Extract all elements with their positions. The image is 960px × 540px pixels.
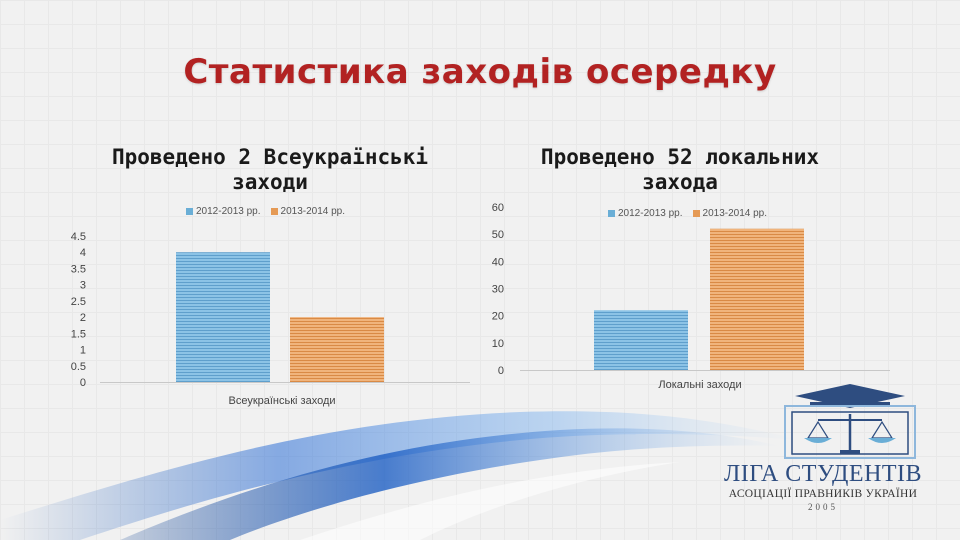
left-category-label: Всеукраїнські заходи <box>228 395 335 407</box>
legend-item-2013: 2013-2014 рр. <box>692 208 768 219</box>
legend-swatch-2013 <box>692 210 700 217</box>
legend-swatch-2012 <box>608 210 615 217</box>
logo-year: 2005 <box>808 502 838 512</box>
legend-label-2012: 2012-2013 рр. <box>196 206 261 217</box>
right-y-tick-label: 0 <box>498 365 504 377</box>
left-y-tick-label: 4.5 <box>71 231 86 243</box>
right-chart-title-line1: Проведено 52 локальних <box>540 145 820 169</box>
left-y-tick-label: 2.5 <box>71 296 86 308</box>
right-chart-title: Проведено 52 локальних захода <box>470 145 890 195</box>
left-y-tick-label: 2 <box>80 312 86 324</box>
legend-label-2013: 2013-2014 рр. <box>280 206 346 217</box>
logo-subtitle: АСОЦІАЦІЇ ПРАВНИКІВ УКРАЇНИ <box>728 488 918 500</box>
scales-of-justice-icon <box>784 384 916 459</box>
left-chart-title-line2: заходи <box>232 170 308 194</box>
organization-logo: ЛІГА СТУДЕНТІВ АСОЦІАЦІЇ ПРАВНИКІВ УКРАЇ… <box>700 378 950 523</box>
legend-label-2013: 2013-2014 рр. <box>702 208 768 219</box>
logo-title: ЛІГА СТУДЕНТІВ <box>723 461 923 487</box>
legend-item-2012: 2012-2013 рр. <box>608 208 683 219</box>
right-y-tick-label: 60 <box>492 202 504 214</box>
slide-title: Статистика заходів осередку <box>183 52 777 92</box>
right-chart-title-line2: захода <box>642 170 718 194</box>
left-y-tick-label: 3.5 <box>71 263 86 275</box>
left-chart-legend: 2012-2013 рр. 2013-2014 рр. <box>186 206 345 217</box>
right-y-tick-label: 50 <box>492 229 504 241</box>
left-y-tick-label: 4 <box>80 247 86 259</box>
left-y-tick-label: 0 <box>80 377 86 389</box>
right-chart-legend: 2012-2013 рр. 2013-2014 рр. <box>608 208 767 219</box>
left-y-tick-label: 1.5 <box>71 328 86 340</box>
left-y-tick-label: 1 <box>80 345 86 357</box>
legend-swatch-2012 <box>186 208 193 215</box>
left-bar-2012 <box>176 252 270 382</box>
left-chart-title-line1: Проведено 2 Всеукраїнські <box>111 145 429 169</box>
right-y-tick-label: 30 <box>492 284 504 296</box>
legend-swatch-2013 <box>270 208 278 215</box>
right-bar-2013 <box>710 228 804 370</box>
right-category-label: Локальні заходи <box>658 379 741 391</box>
legend-item-2012: 2012-2013 рр. <box>186 206 261 217</box>
legend-label-2012: 2012-2013 рр. <box>618 208 683 219</box>
left-y-tick-label: 3 <box>80 280 86 292</box>
right-bar-2012 <box>594 310 688 370</box>
legend-item-2013: 2013-2014 рр. <box>270 206 346 217</box>
right-y-tick-label: 40 <box>492 256 504 268</box>
right-y-tick-label: 20 <box>492 311 504 323</box>
left-bar-2013 <box>290 317 384 382</box>
left-chart-title: Проведено 2 Всеукраїнські заходи <box>60 145 480 195</box>
left-y-tick-label: 0.5 <box>71 361 86 373</box>
right-y-tick-label: 10 <box>492 338 504 350</box>
